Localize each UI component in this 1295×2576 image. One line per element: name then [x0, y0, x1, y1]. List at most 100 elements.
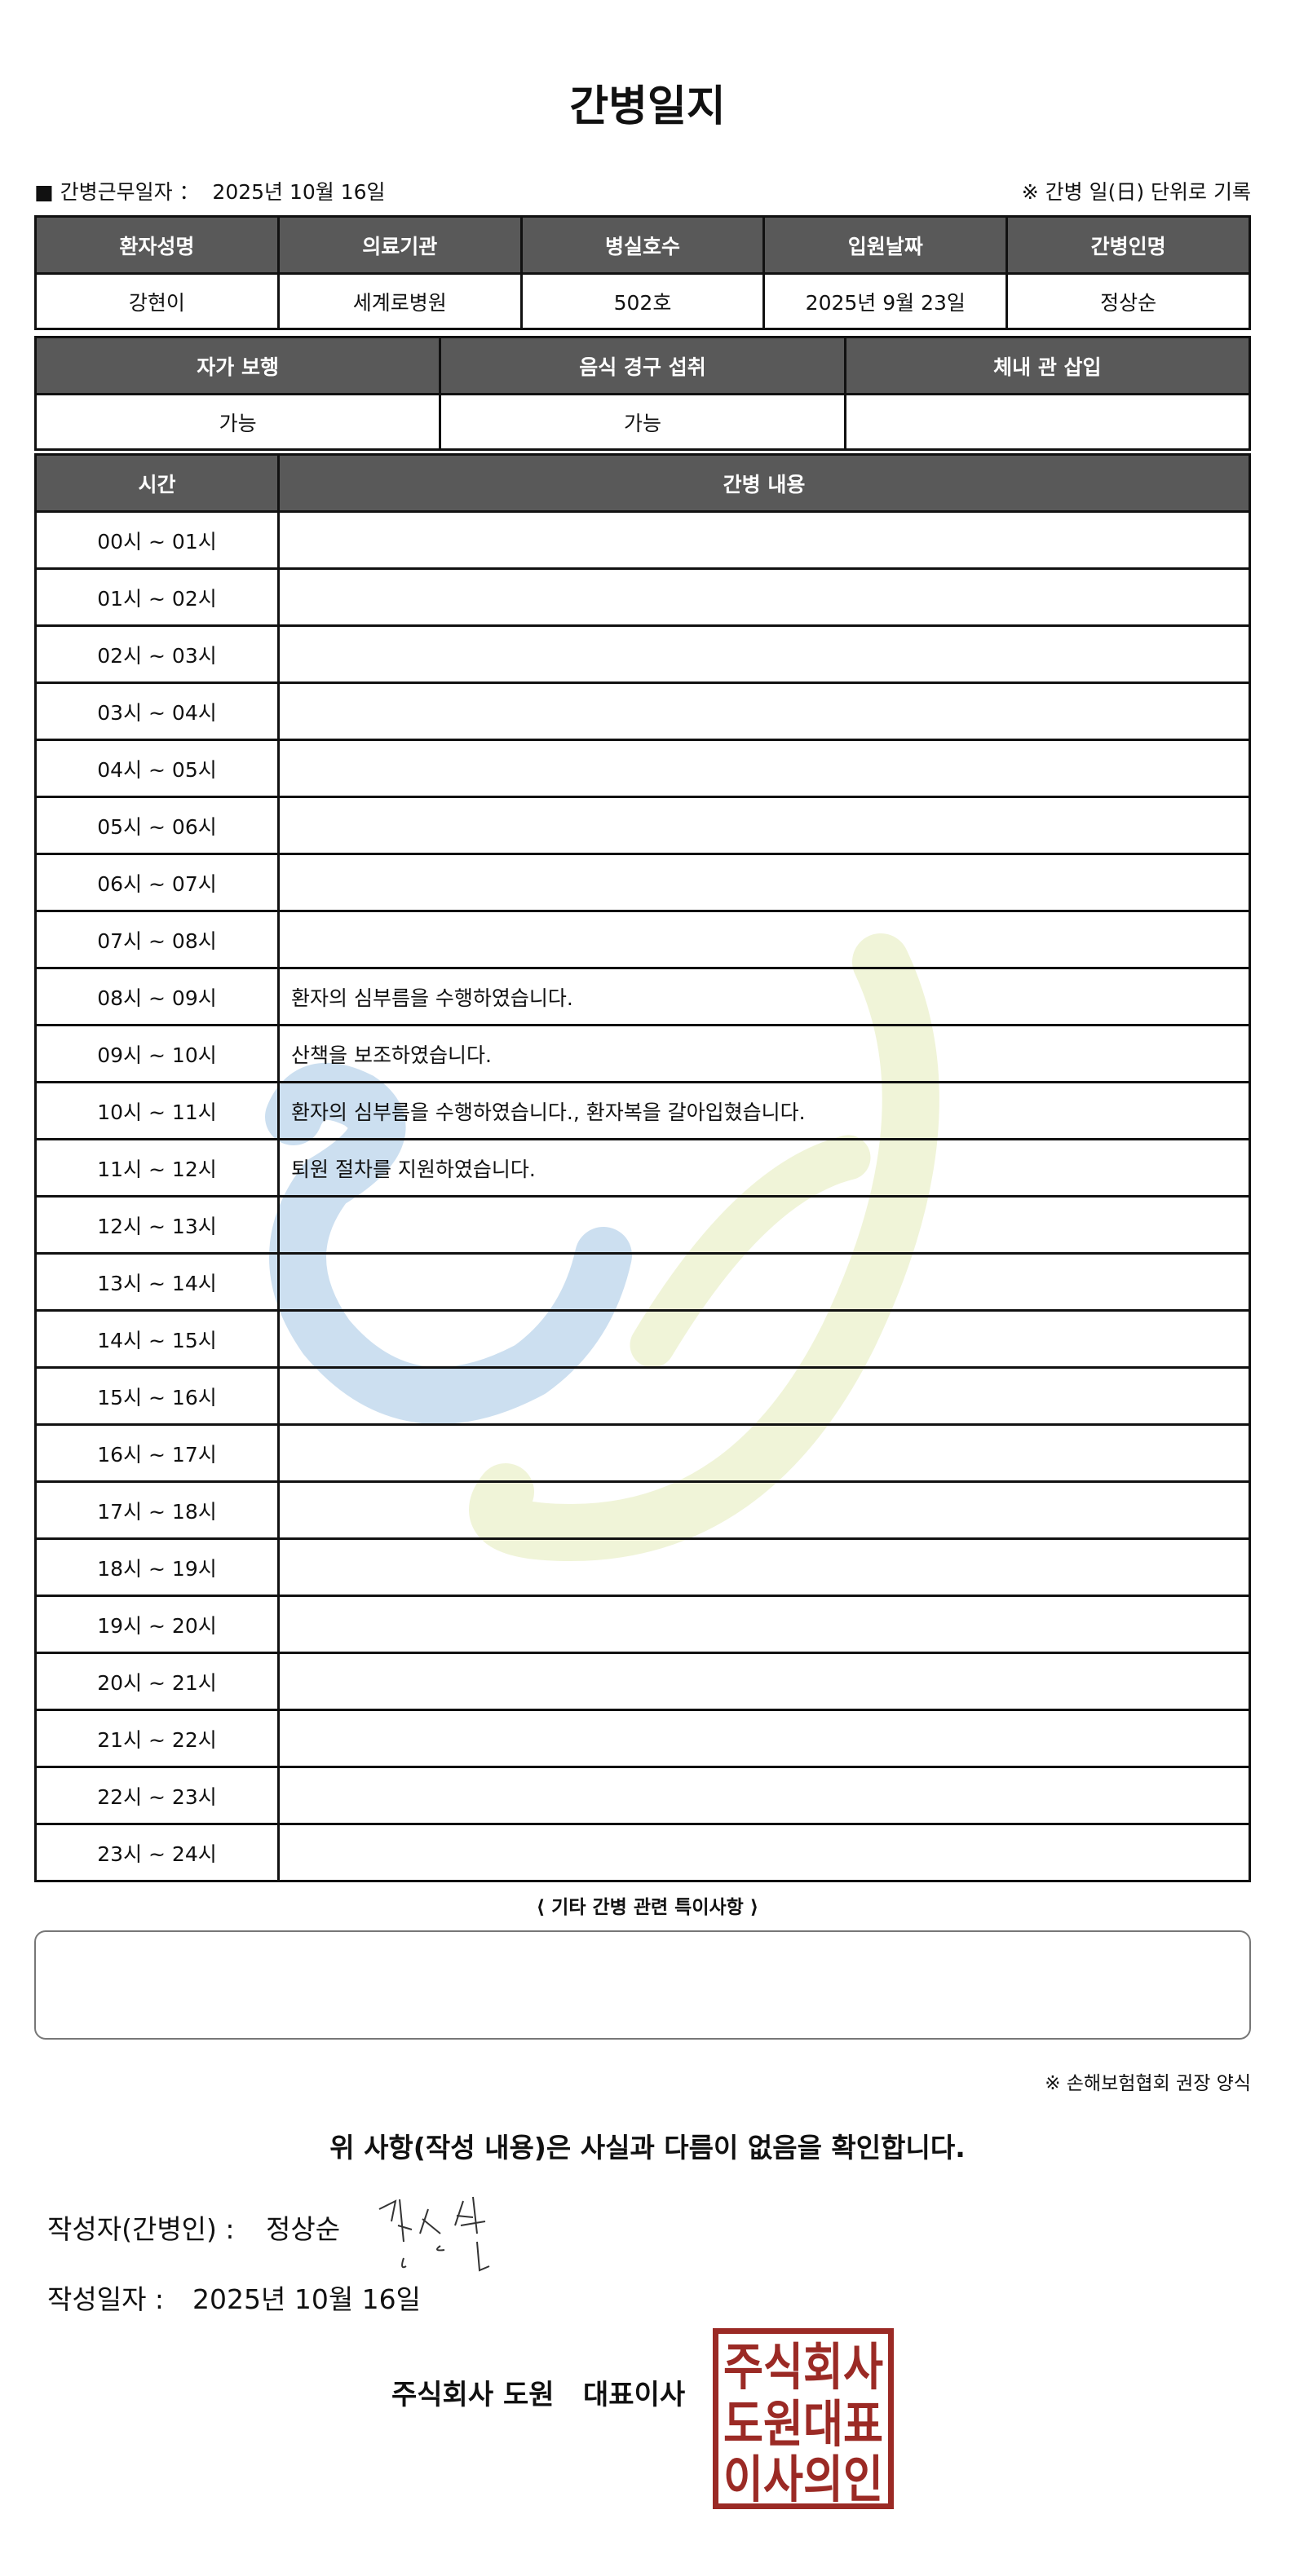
table-row: 21시 ~ 22시 [34, 1709, 1251, 1768]
room: 502호 [519, 272, 766, 330]
written-date-label: 작성일자 : [47, 2283, 165, 2315]
time-cell: 02시 ~ 03시 [34, 624, 280, 684]
admission-date: 2025년 9월 23일 [762, 272, 1009, 330]
header-care-content: 간병 내용 [277, 453, 1251, 513]
work-date-value: 2025년 10월 16일 [212, 180, 386, 204]
care-content-cell[interactable] [277, 624, 1251, 684]
time-cell: 19시 ~ 20시 [34, 1595, 280, 1654]
table-row: 20시 ~ 21시 [34, 1652, 1251, 1711]
header-admission-date: 입원날짜 [762, 215, 1009, 275]
table-row: 19시 ~ 20시 [34, 1595, 1251, 1654]
time-cell: 20시 ~ 21시 [34, 1652, 280, 1711]
care-content-cell[interactable]: 퇴원 절차를 지원하였습니다. [277, 1138, 1251, 1198]
written-date-value: 2025년 10월 16일 [192, 2283, 422, 2315]
tube [843, 393, 1252, 451]
table-row: 14시 ~ 15시 [34, 1309, 1251, 1369]
time-cell: 04시 ~ 05시 [34, 739, 280, 798]
work-date-label: ■ 간병근무일자 ： [34, 180, 200, 204]
time-cell: 01시 ~ 02시 [34, 567, 280, 627]
daily-record-note: ※ 간병 일(日) 단위로 기록 [1021, 180, 1251, 204]
care-content-cell[interactable] [277, 1480, 1251, 1540]
time-cell: 18시 ~ 19시 [34, 1537, 280, 1597]
header-oral-intake: 음식 경구 섭취 [439, 336, 846, 395]
time-cell: 23시 ~ 24시 [34, 1823, 280, 1882]
care-content-cell[interactable] [277, 853, 1251, 912]
table-row: 06시 ~ 07시 [34, 853, 1251, 912]
svg-text:주식회사: 주식회사 [723, 2337, 883, 2397]
time-cell: 00시 ~ 01시 [34, 510, 280, 570]
care-content-cell[interactable] [277, 1595, 1251, 1654]
care-content-cell[interactable] [277, 1537, 1251, 1597]
care-content-cell[interactable] [277, 1252, 1251, 1312]
table-row: 05시 ~ 06시 [34, 796, 1251, 855]
care-content-cell[interactable] [277, 510, 1251, 570]
care-content-cell[interactable]: 산책을 보조하였습니다. [277, 1024, 1251, 1083]
table-row: 15시 ~ 16시 [34, 1366, 1251, 1426]
signature [378, 2196, 490, 2272]
header-caregiver: 간병인명 [1006, 215, 1251, 275]
table-row: 11시 ~ 12시 퇴원 절차를 지원하였습니다. [34, 1138, 1251, 1198]
form-credit: ※ 손해보험협회 권장 양식 [1045, 2073, 1251, 2094]
company-seal: 주식회사 도원대표 이사의인 [713, 2328, 894, 2509]
table-row: 17시 ~ 18시 [34, 1480, 1251, 1540]
table-row: 02시 ~ 03시 [34, 624, 1251, 684]
time-cell: 13시 ~ 14시 [34, 1252, 280, 1312]
hospital: 세계로병원 [276, 272, 523, 330]
time-cell: 09시 ~ 10시 [34, 1024, 280, 1083]
care-content-cell[interactable] [277, 1423, 1251, 1483]
care-content-cell[interactable] [277, 1366, 1251, 1426]
time-cell: 05시 ~ 06시 [34, 796, 280, 855]
time-cell: 07시 ~ 08시 [34, 910, 280, 969]
table-row: 03시 ~ 04시 [34, 681, 1251, 741]
care-content-cell[interactable] [277, 681, 1251, 741]
care-log-table: 시간 간병 내용 00시 ~ 01시 01시 ~ 02시 02시 ~ 03시 03시 … [34, 453, 1251, 1882]
svg-text:도원대표: 도원대표 [723, 2394, 883, 2454]
table-row: 04시 ~ 05시 [34, 739, 1251, 798]
table-row: 07시 ~ 08시 [34, 910, 1251, 969]
caregiver: 정상순 [1006, 272, 1251, 330]
time-cell: 08시 ~ 09시 [34, 967, 280, 1026]
care-content-cell[interactable] [277, 796, 1251, 855]
care-content-cell[interactable] [277, 1766, 1251, 1825]
care-content-cell[interactable] [277, 910, 1251, 969]
time-cell: 22시 ~ 23시 [34, 1766, 280, 1825]
table-row: 22시 ~ 23시 [34, 1766, 1251, 1825]
care-content-cell[interactable]: 환자의 심부름을 수행하였습니다., 환자복을 갈아입혔습니다. [277, 1081, 1251, 1140]
care-content-cell[interactable] [277, 1823, 1251, 1882]
time-cell: 12시 ~ 13시 [34, 1195, 280, 1255]
notes-label: ⟨ 기타 간병 관련 특이사항 ⟩ [536, 1897, 759, 1918]
table-row: 01시 ~ 02시 [34, 567, 1251, 627]
header-hospital: 의료기관 [276, 215, 523, 275]
care-content-cell[interactable] [277, 739, 1251, 798]
table-row: 18시 ~ 19시 [34, 1537, 1251, 1597]
svg-text:이사의인: 이사의인 [723, 2450, 883, 2503]
care-content-cell[interactable] [277, 1195, 1251, 1255]
time-cell: 10시 ~ 11시 [34, 1081, 280, 1140]
time-cell: 11시 ~ 12시 [34, 1138, 280, 1198]
header-patient-name: 환자성명 [34, 215, 280, 275]
company-representative: 주식회사 도원 대표이사 [391, 2379, 686, 2411]
table-row: 10시 ~ 11시 환자의 심부름을 수행하였습니다., 환자복을 갈아입혔습니다… [34, 1081, 1251, 1140]
header-room: 병실호수 [519, 215, 766, 275]
oral-intake: 가능 [439, 393, 846, 451]
time-cell: 14시 ~ 15시 [34, 1309, 280, 1369]
header-walking: 자가 보행 [33, 336, 442, 395]
work-date: ■ 간병근무일자 ： 2025년 10월 16일 [34, 176, 386, 205]
care-content-cell[interactable] [277, 567, 1251, 627]
table-row: 23시 ~ 24시 [34, 1823, 1251, 1882]
time-cell: 03시 ~ 04시 [34, 681, 280, 741]
patient-status-table: 자가 보행 음식 경구 섭취 체내 관 삽입 가능 가능 [33, 336, 1252, 451]
notes-box[interactable] [34, 1930, 1251, 2040]
patient-info-table: 환자성명 의료기관 병실호수 입원날짜 간병인명 강현이 세계로병원 502호 … [34, 215, 1251, 330]
confirmation-statement: 위 사항(작성 내용)은 사실과 다름이 없음을 확인합니다. [329, 2132, 966, 2164]
care-content-cell[interactable] [277, 1652, 1251, 1711]
table-row: 12시 ~ 13시 [34, 1195, 1251, 1255]
care-content-cell[interactable]: 환자의 심부름을 수행하였습니다. [277, 967, 1251, 1026]
time-cell: 15시 ~ 16시 [34, 1366, 280, 1426]
patient-name: 강현이 [34, 272, 280, 330]
table-row: 16시 ~ 17시 [34, 1423, 1251, 1483]
care-content-cell[interactable] [277, 1709, 1251, 1768]
table-row: 08시 ~ 09시 환자의 심부름을 수행하였습니다. [34, 967, 1251, 1026]
page-title: 간병일지 [569, 82, 726, 131]
care-content-cell[interactable] [277, 1309, 1251, 1369]
